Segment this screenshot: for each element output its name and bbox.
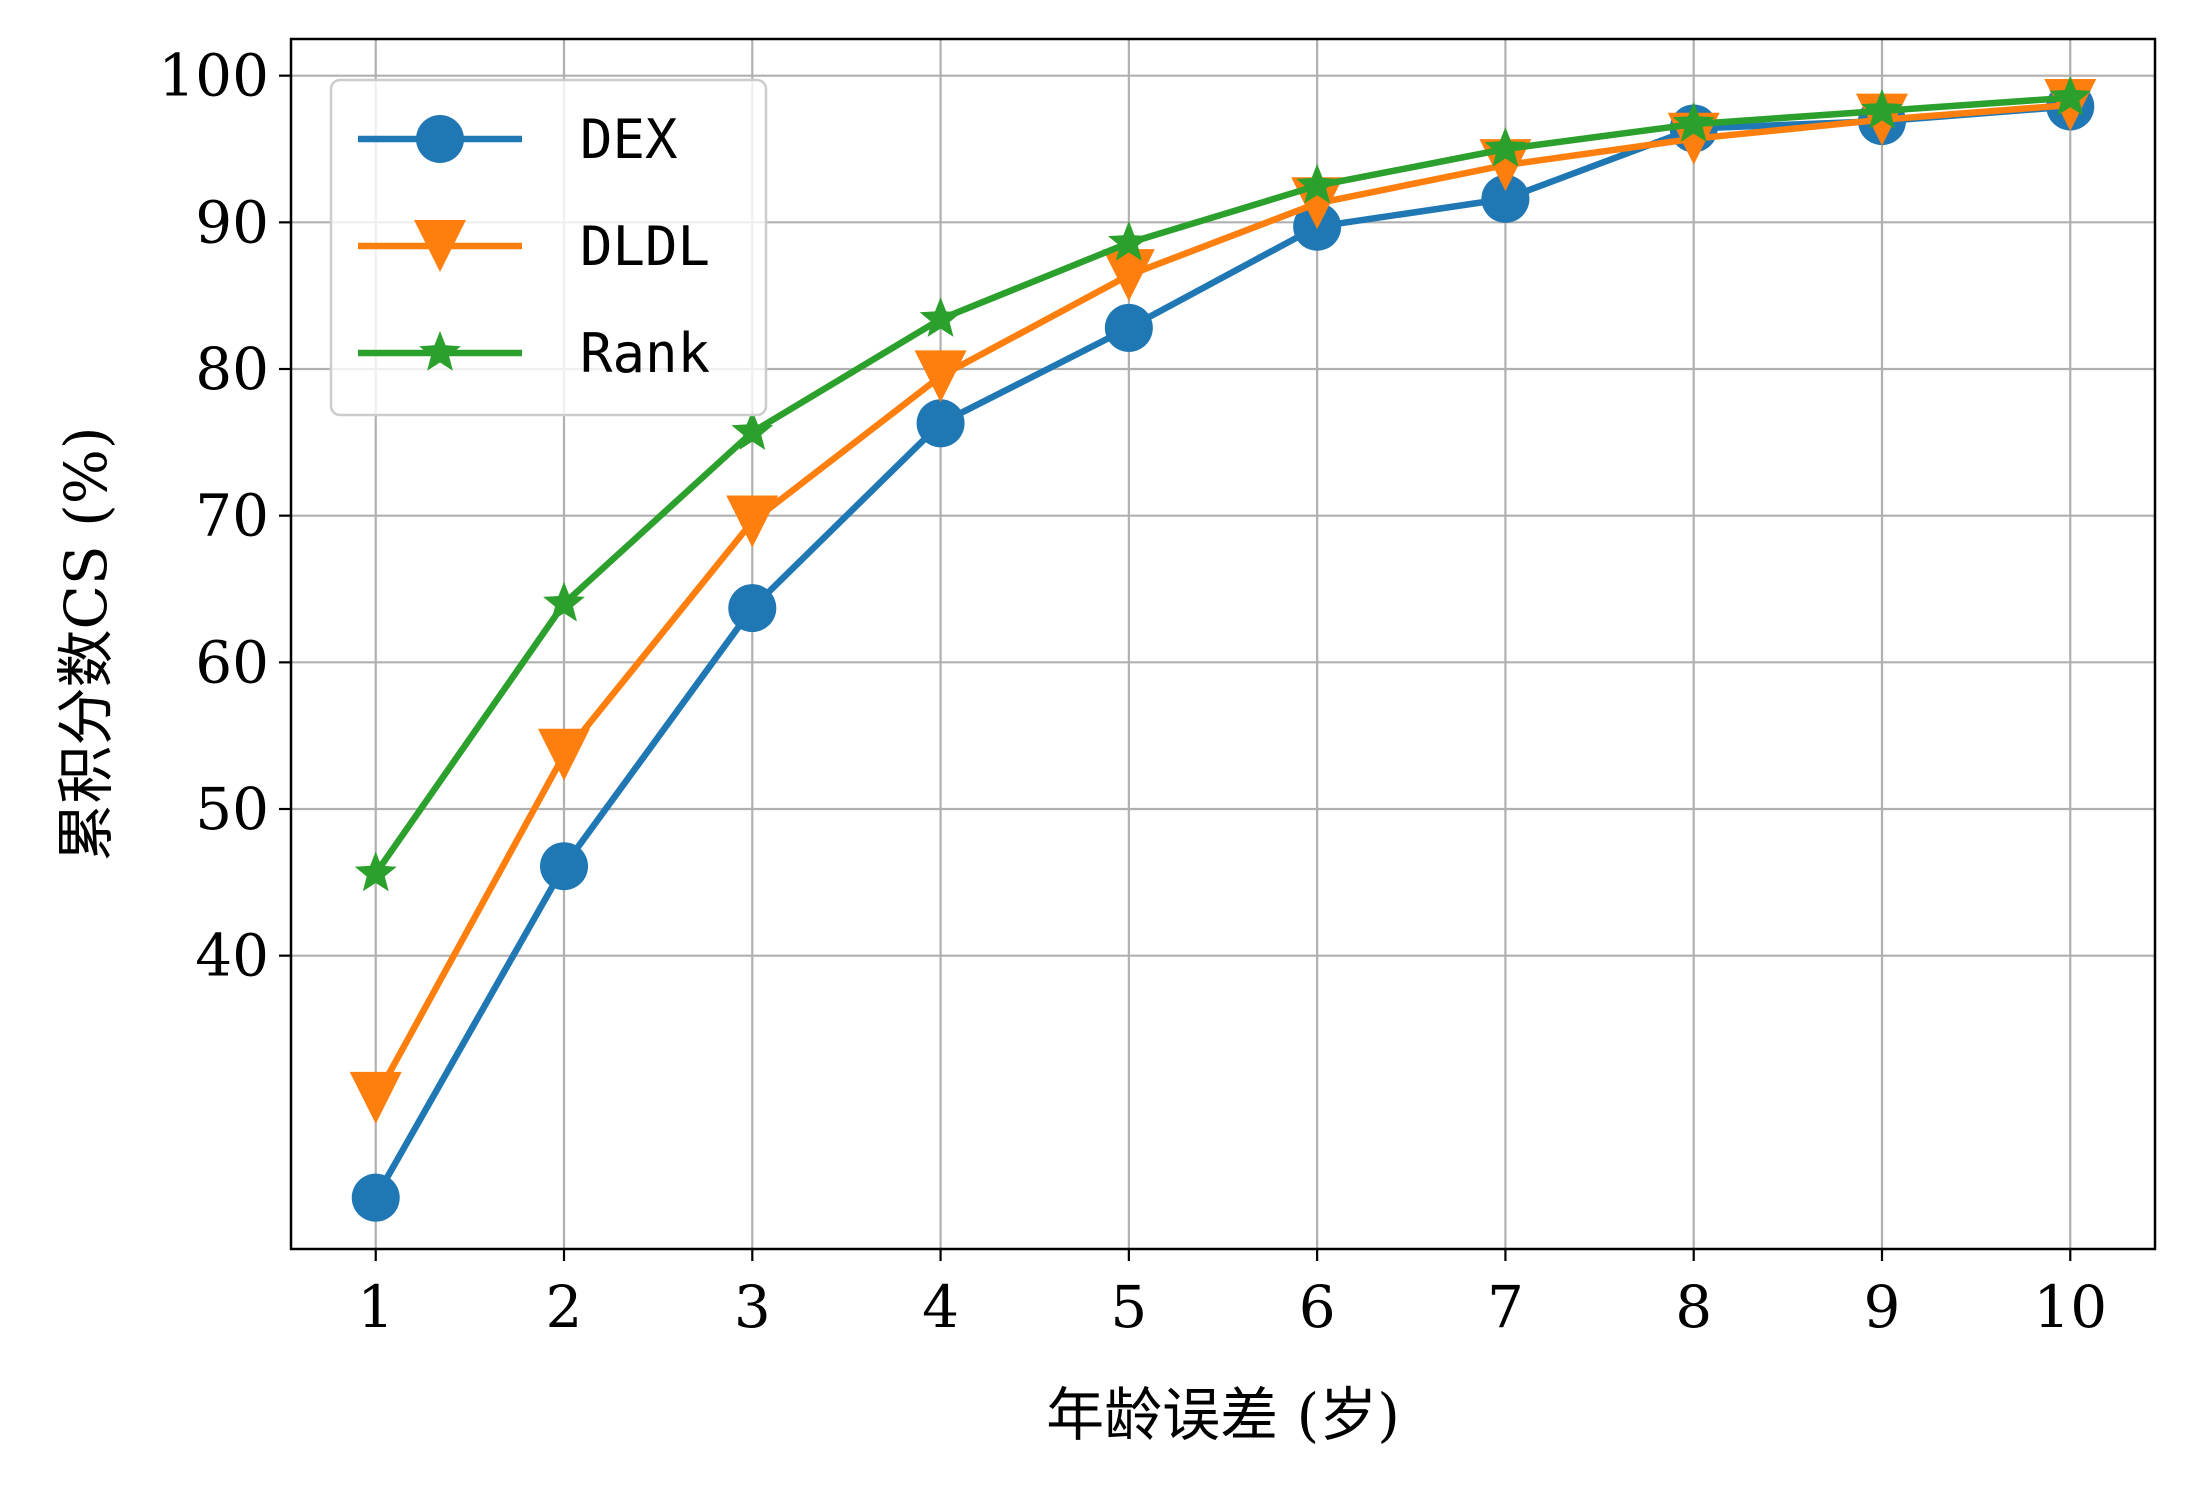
x-tick-label: 7	[1487, 1273, 1524, 1341]
data-point-rank	[543, 581, 585, 622]
data-point-rank	[1672, 102, 1715, 142]
x-tick-label: 10	[2033, 1273, 2107, 1341]
y-tick-label: 70	[195, 482, 269, 550]
data-point-dex	[540, 842, 589, 891]
legend-label: DLDL	[580, 215, 710, 278]
legend-marker	[414, 220, 466, 272]
plot-frame	[289, 37, 2157, 1251]
legend-label: Rank	[580, 322, 710, 385]
data-point-dex	[1104, 303, 1153, 352]
y-axis-title: 累积分数CS (%)	[52, 427, 120, 862]
legend-label: DEX	[580, 108, 678, 171]
series-dex	[351, 82, 2095, 1222]
data-point-rank	[1107, 220, 1150, 261]
x-tick-label: 6	[1299, 1273, 1336, 1341]
x-tick-label: 3	[734, 1273, 771, 1341]
x-tick-label: 9	[1864, 1273, 1901, 1341]
data-point-dex	[1481, 174, 1530, 223]
legend-box	[329, 78, 768, 417]
series-layer	[349, 75, 2097, 1222]
legend-marker	[416, 115, 464, 163]
y-tick-label: 80	[195, 335, 269, 403]
y-tick-label: 100	[158, 42, 269, 110]
data-point-dldl	[1102, 249, 1155, 302]
data-point-dldl	[349, 1071, 402, 1124]
data-point-rank	[1484, 127, 1527, 167]
x-tick-label: 1	[357, 1273, 394, 1341]
data-point-rank	[2049, 75, 2092, 116]
x-tick-label: 5	[1110, 1273, 1147, 1341]
legend-entry: Rank	[358, 322, 710, 385]
legend-entry: DEX	[358, 108, 678, 171]
data-point-rank	[731, 410, 774, 450]
legend: DEX DLDL Rank	[329, 78, 768, 417]
legend-marker	[419, 331, 461, 371]
data-point-rank	[919, 297, 962, 337]
data-point-rank	[1861, 88, 1903, 129]
data-point-dldl	[726, 495, 779, 548]
x-tick-label: 4	[922, 1273, 959, 1341]
axis-ticks: 1 2 3 4 5 6 7 8 9 10 40 50 60 70 80 90 100	[158, 42, 2107, 1341]
x-tick-label: 8	[1675, 1273, 1712, 1341]
legend-entry: DLDL	[358, 215, 710, 278]
x-axis-title: 年龄误差 (岁)	[1046, 1381, 1400, 1449]
y-tick-label: 90	[195, 188, 269, 256]
data-point-dex	[728, 584, 777, 633]
x-tick-label: 2	[546, 1273, 583, 1341]
series-line-rank	[372, 94, 2074, 877]
data-point-dex	[351, 1173, 400, 1222]
data-point-rank	[1296, 163, 1339, 204]
data-point-rank	[354, 851, 397, 892]
series-line-dex	[372, 103, 2074, 1201]
data-point-dldl	[914, 350, 967, 403]
y-tick-label: 40	[195, 922, 269, 990]
series-line-dldl	[372, 101, 2074, 1102]
data-point-dldl	[538, 728, 591, 781]
y-tick-label: 60	[195, 628, 269, 696]
y-tick-label: 50	[195, 775, 269, 843]
series-rank	[354, 75, 2092, 892]
data-point-dex	[916, 399, 965, 448]
